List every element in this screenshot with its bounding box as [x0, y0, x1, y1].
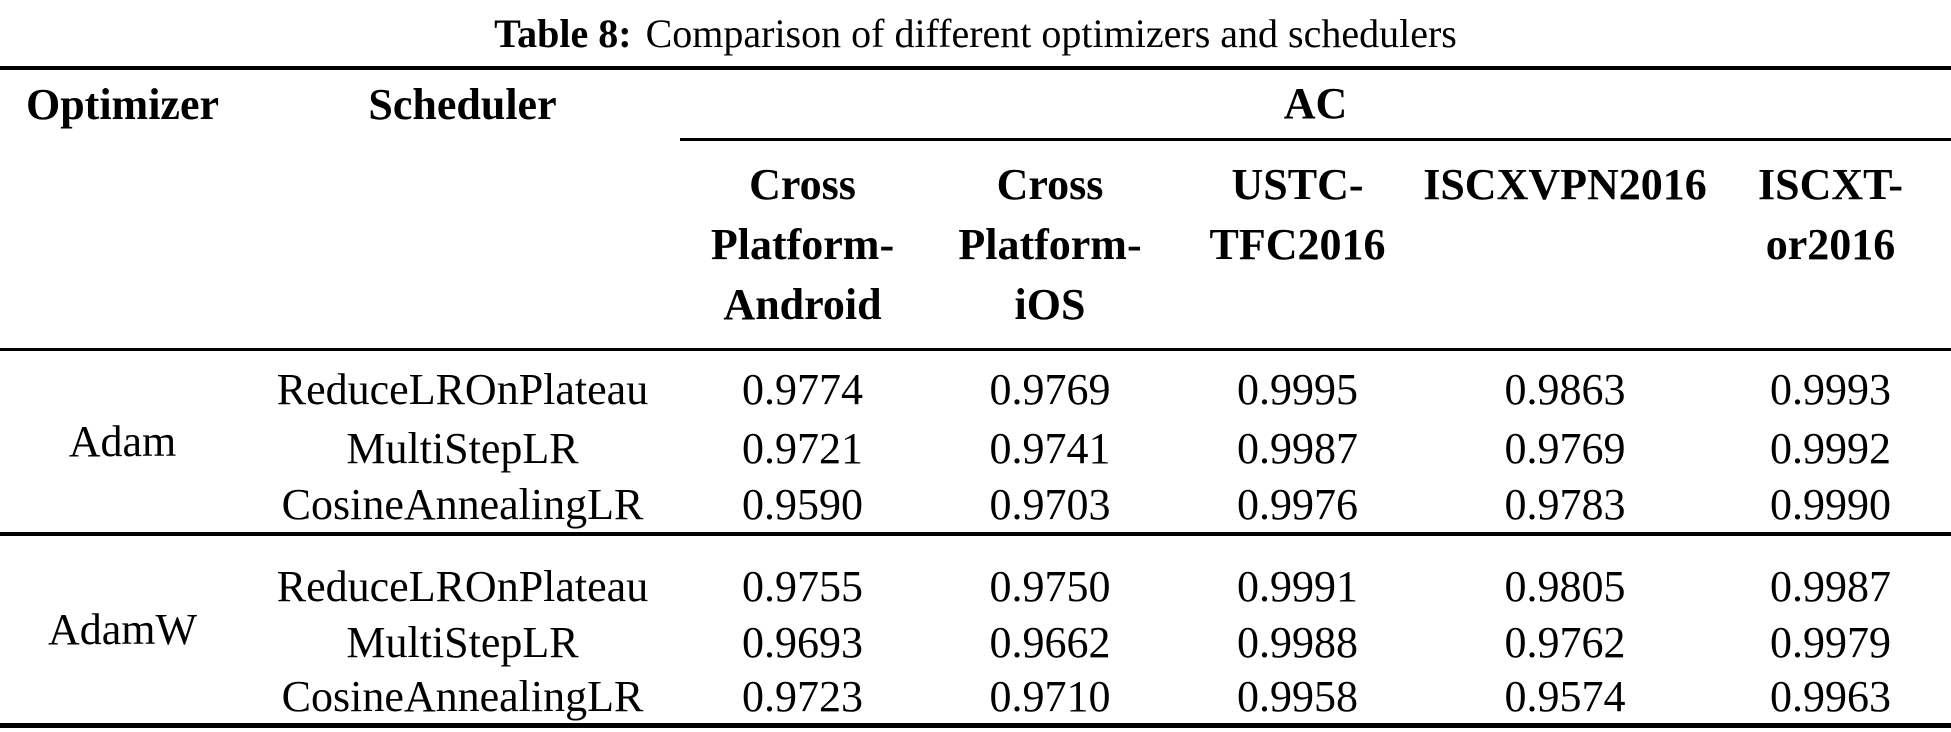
header-dataset-cross-platform-android: Cross Platform- Android — [680, 139, 925, 351]
table-row: MultiStepLR 0.9693 0.9662 0.9988 0.9762 … — [0, 614, 1951, 671]
optimizer-cell-adam: Adam — [0, 349, 245, 536]
scheduler-cell: CosineAnnealingLR — [245, 477, 680, 536]
scheduler-cell: CosineAnnealingLR — [281, 672, 644, 722]
value-cell: 0.9769 — [989, 365, 1111, 415]
results-table: Optimizer Scheduler AC Cross Platform- A… — [0, 66, 1951, 728]
header-row-datasets: Cross Platform- Android Cross Platform- … — [0, 139, 1951, 351]
scheduler-cell: ReduceLROnPlateau — [276, 561, 649, 611]
value-cell: 0.9590 — [680, 477, 925, 536]
value-cell: 0.9805 — [1504, 561, 1626, 611]
table-row: AdamW ReduceLROnPlateau 0.9755 0.9750 0.… — [0, 534, 1951, 654]
header-optimizer: Optimizer — [0, 68, 245, 351]
value-cell: 0.9987 — [1237, 423, 1358, 473]
value-cell: 0.9990 — [1710, 477, 1951, 536]
value-cell: 0.9976 — [1175, 477, 1420, 536]
value-cell: 0.9783 — [1420, 477, 1710, 536]
scheduler-cell: ReduceLROnPlateau — [276, 365, 649, 415]
header-scheduler: Scheduler — [245, 68, 680, 351]
value-cell: 0.9995 — [1237, 365, 1358, 415]
value-cell: 0.9710 — [989, 672, 1111, 722]
value-cell: 0.9992 — [1770, 423, 1892, 473]
value-cell: 0.9723 — [742, 672, 863, 722]
value-cell: 0.9693 — [742, 618, 863, 667]
value-cell: 0.9863 — [1504, 365, 1626, 415]
value-cell: 0.9721 — [742, 423, 863, 473]
value-cell: 0.9755 — [742, 561, 863, 611]
value-cell: 0.9987 — [1770, 561, 1892, 611]
scheduler-cell: MultiStepLR — [346, 618, 579, 667]
value-cell: 0.9979 — [1770, 618, 1892, 667]
table-row: CosineAnnealingLR 0.9723 0.9710 0.9958 0… — [0, 671, 1951, 725]
value-cell: 0.9963 — [1770, 672, 1892, 722]
table-row: Adam ReduceLROnPlateau 0.9774 0.9769 0.9… — [0, 349, 1951, 536]
table-caption-label: Table 8: — [494, 10, 632, 56]
value-cell: 0.9741 — [989, 423, 1111, 473]
table-row: CosineAnnealingLR 0.9590 0.9703 0.9976 0… — [0, 477, 1951, 536]
table-row: MultiStepLR 0.9721 0.9741 0.9987 0.9769 … — [0, 419, 1951, 477]
header-dataset-cross-platform-ios: Cross Platform- iOS — [925, 139, 1175, 351]
value-cell: 0.9574 — [1504, 672, 1626, 722]
table-caption: Table 8: Comparison of different optimiz… — [0, 0, 1951, 66]
table-caption-text: Comparison of different optimizers and s… — [645, 10, 1457, 56]
value-cell: 0.9988 — [1237, 618, 1358, 667]
header-row-groups: Optimizer Scheduler AC — [0, 68, 1951, 351]
value-cell: 0.9662 — [989, 618, 1111, 667]
scheduler-cell: MultiStepLR — [346, 423, 579, 473]
value-cell: 0.9750 — [989, 561, 1111, 611]
optimizer-cell-adamw: AdamW — [47, 604, 198, 654]
header-dataset-iscxvpn2016: ISCXVPN2016 — [1420, 139, 1710, 351]
header-dataset-ustc-tfc2016: USTC- TFC2016 — [1175, 139, 1420, 351]
value-cell: 0.9762 — [1504, 618, 1626, 667]
value-cell: 0.9991 — [1237, 561, 1358, 611]
value-cell: 0.9958 — [1237, 672, 1358, 722]
value-cell: 0.9769 — [1504, 423, 1626, 473]
value-cell: 0.9774 — [742, 365, 863, 415]
header-dataset-iscxtor2016: ISCXT- or2016 — [1710, 139, 1951, 351]
value-cell: 0.9993 — [1770, 365, 1892, 415]
value-cell: 0.9703 — [925, 477, 1175, 536]
header-group-ac: AC — [680, 68, 1951, 141]
